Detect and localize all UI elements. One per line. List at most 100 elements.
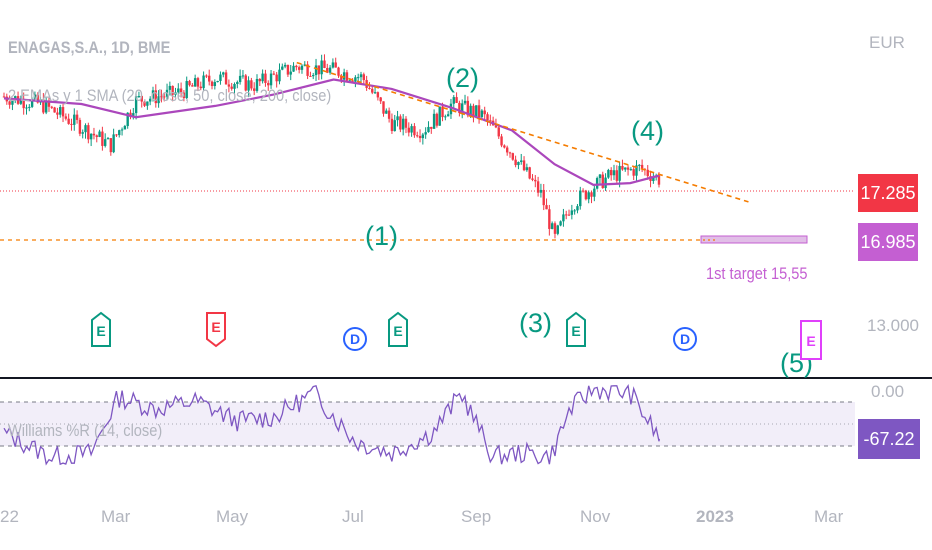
target-box[interactable] — [701, 236, 807, 243]
candle-body — [107, 138, 109, 139]
candle-body — [413, 126, 415, 135]
candle-body — [627, 167, 629, 169]
candle-body — [399, 116, 401, 129]
event-marker-earnings-1[interactable]: E — [92, 313, 110, 346]
candle-body — [357, 77, 359, 78]
candle-body — [270, 74, 272, 86]
candle-body — [447, 114, 449, 116]
candle-body — [101, 132, 103, 146]
level-price-badge[interactable]: 16.985 — [858, 223, 918, 261]
candle-body — [551, 223, 553, 229]
candle-body — [261, 74, 263, 82]
svg-text:E: E — [96, 323, 105, 339]
candle-body — [388, 111, 390, 119]
candle-body — [624, 167, 626, 169]
target-label[interactable]: 1st target 15,55 — [706, 265, 808, 283]
current-price-badge[interactable]: 17.285 — [858, 174, 918, 212]
candle-body — [87, 125, 89, 139]
candle-body — [53, 107, 55, 112]
candle-body — [531, 178, 533, 179]
time-label-mar-2023: Mar — [814, 507, 844, 526]
trendline[interactable] — [297, 63, 749, 202]
candle-body — [208, 76, 210, 82]
candle-body — [104, 139, 106, 146]
candle-body — [514, 160, 516, 165]
event-marker-dividend-1[interactable]: D — [344, 328, 366, 350]
candle-body — [267, 83, 269, 85]
candle-body — [379, 97, 381, 101]
candle-body — [93, 134, 95, 136]
candle-body — [430, 127, 432, 129]
candle-body — [464, 101, 466, 104]
candle-body — [520, 160, 522, 162]
time-label-jul: Jul — [342, 507, 364, 526]
candle-body — [576, 206, 578, 210]
candle-body — [377, 92, 379, 97]
event-marker-future-earnings[interactable]: E — [801, 321, 821, 359]
candle-body — [76, 115, 78, 120]
candle-body — [332, 62, 334, 67]
candle-body — [118, 130, 120, 135]
candle-body — [422, 135, 424, 139]
candle-body — [528, 167, 530, 178]
candle-body — [607, 170, 609, 178]
candle-body — [579, 191, 581, 207]
candle-body — [273, 74, 275, 75]
candle-body — [360, 74, 362, 77]
candle-body — [593, 189, 595, 197]
candle-body — [602, 175, 604, 188]
candle-body — [301, 66, 303, 70]
svg-text:17.285: 17.285 — [860, 183, 915, 203]
candle-body — [565, 214, 567, 215]
candle-body — [363, 74, 365, 80]
candle-body — [545, 205, 547, 209]
candle-body — [312, 75, 314, 76]
time-label-mar: Mar — [101, 507, 131, 526]
wave-label-4[interactable]: (4) — [631, 116, 664, 146]
wave-label-2[interactable]: (2) — [446, 63, 479, 93]
svg-text:E: E — [393, 323, 402, 339]
candle-body — [211, 82, 213, 86]
candle-body — [582, 191, 584, 192]
candle-body — [205, 76, 207, 77]
time-label-sep: Sep — [461, 507, 491, 526]
currency-label: EUR — [869, 33, 905, 52]
candle-body — [284, 65, 286, 67]
candle-body — [486, 114, 488, 120]
candle-body — [315, 65, 317, 75]
candle-body — [51, 107, 53, 108]
candle-body — [478, 105, 480, 117]
candle-body — [112, 134, 114, 152]
event-marker-earnings-2[interactable]: E — [207, 313, 225, 346]
time-label-nov: Nov — [580, 507, 611, 526]
candle-body — [475, 105, 477, 116]
event-marker-earnings-4[interactable]: E — [567, 313, 585, 346]
svg-text:E: E — [806, 333, 815, 349]
time-label-may: May — [216, 507, 249, 526]
osc-value-badge[interactable]: -67.22 — [858, 419, 920, 459]
candle-body — [439, 107, 441, 126]
candle-body — [323, 61, 325, 68]
svg-text:E: E — [211, 319, 220, 335]
price-tick-13000: 13.000 — [867, 316, 919, 335]
candle-body — [309, 76, 311, 77]
svg-text:D: D — [680, 331, 690, 347]
candle-body — [408, 128, 410, 133]
candle-body — [402, 119, 404, 130]
candle-body — [453, 97, 455, 104]
candle-body — [368, 88, 370, 89]
candle-body — [391, 119, 393, 131]
candle-body — [194, 78, 196, 86]
candle-body — [295, 66, 297, 67]
candle-body — [121, 129, 123, 130]
osc-tick-0: 0.00 — [871, 382, 904, 401]
wave-label-3[interactable]: (3) — [519, 308, 552, 338]
wave-label-1[interactable]: (1) — [365, 221, 398, 251]
candle-body — [540, 190, 542, 193]
time-label-jan: 22 — [0, 507, 19, 526]
event-marker-dividend-2[interactable]: D — [674, 328, 696, 350]
event-marker-earnings-3[interactable]: E — [389, 313, 407, 346]
candle-body — [543, 190, 545, 205]
svg-text:-67.22: -67.22 — [863, 429, 914, 449]
